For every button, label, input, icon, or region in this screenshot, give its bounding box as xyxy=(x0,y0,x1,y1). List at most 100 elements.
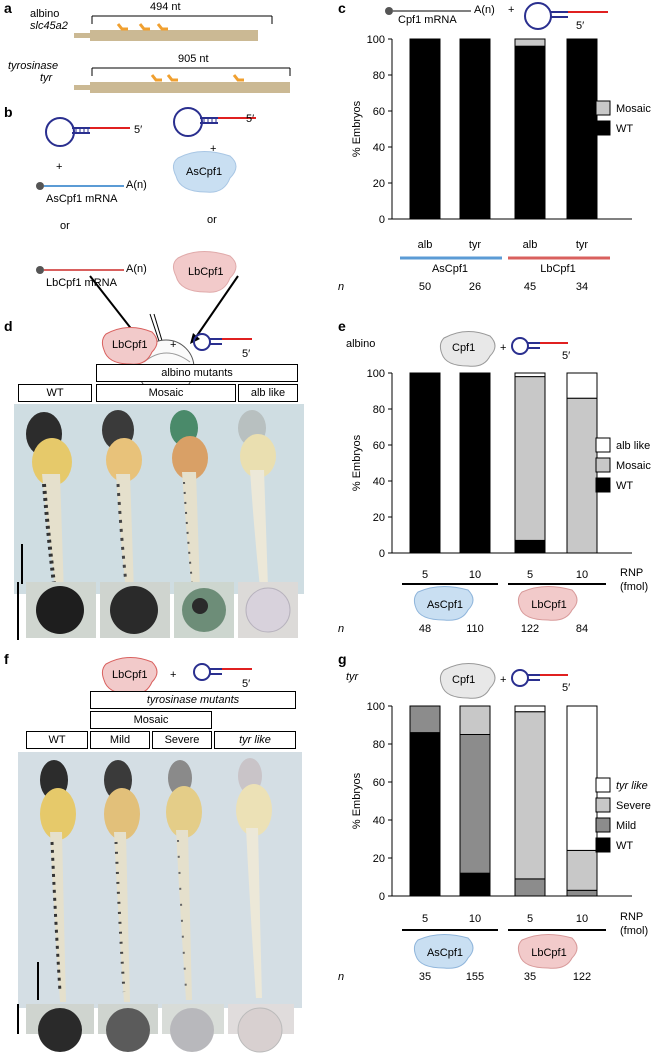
panel-c-5prime: 5′ xyxy=(576,20,585,32)
panel-b-label: b xyxy=(4,104,13,120)
as-group-label: AsCpf1 xyxy=(427,947,463,959)
as-mrna-label: AsCpf1 mRNA xyxy=(46,193,118,205)
or-right: or xyxy=(207,214,217,226)
bar-mosaic xyxy=(514,38,546,47)
legend-label: Mosaic xyxy=(616,460,651,472)
gene1-target-3 xyxy=(156,23,168,31)
panel-c-chart: 0 20 40 60 80 100 % Embryos Mosaic WT alb tyr alb ty… xyxy=(338,34,651,293)
gene2-target-2 xyxy=(166,74,178,82)
legend-swatch xyxy=(595,777,611,793)
y-tick-label: 100 xyxy=(367,368,385,380)
larva-tyr-severe xyxy=(166,760,202,1000)
larva-wt xyxy=(26,412,72,594)
y-axis-label: % Embryos xyxy=(351,434,363,491)
lb-protein-blob xyxy=(172,251,237,293)
panel-c-mrna-label: Cpf1 mRNA xyxy=(398,14,457,26)
n-value: 110 xyxy=(466,623,484,635)
x-category-label: tyr xyxy=(469,239,482,251)
gene1-target-1 xyxy=(116,23,128,31)
legend-label: WT xyxy=(616,480,633,492)
y-tick-label: 20 xyxy=(373,512,385,524)
or-left: or xyxy=(60,220,70,232)
legend-swatch xyxy=(595,120,611,136)
bar-tyr-like xyxy=(566,705,598,851)
gene1-name: albino xyxy=(30,8,60,20)
panel-d-reagents xyxy=(101,327,252,365)
larva-tyr-wt xyxy=(40,760,76,1002)
legend-label: WT xyxy=(616,840,633,852)
y-tick-label: 60 xyxy=(373,106,385,118)
bar-tyr-like xyxy=(514,705,546,713)
n-value: 45 xyxy=(524,281,536,293)
panel-e-reagents xyxy=(439,331,568,367)
x-category-label: alb xyxy=(418,239,433,251)
panel-e-protein: Cpf1 xyxy=(452,342,476,354)
panel-g-label: g xyxy=(338,651,347,667)
y-tick-label: 60 xyxy=(373,777,385,789)
gene2-exon xyxy=(90,82,290,93)
legend-swatch xyxy=(595,817,611,833)
y-tick-label: 80 xyxy=(373,404,385,416)
panel-c-mrna-icon xyxy=(385,7,471,15)
panel-d-col-wt: WT xyxy=(18,384,92,402)
x-category-label: 5 xyxy=(422,569,428,581)
bar-wt xyxy=(514,539,546,554)
x-category-label: 10 xyxy=(469,569,481,581)
bar-severe xyxy=(459,705,491,735)
n-value: 122 xyxy=(521,623,539,635)
bar-mild xyxy=(566,889,598,897)
n-label: n xyxy=(338,281,344,293)
polyA-as: A(n) xyxy=(126,179,147,191)
legend-label: tyr like xyxy=(616,780,648,792)
panel-f-header: tyrosinase mutants xyxy=(90,691,296,709)
cap-as xyxy=(36,182,44,190)
y-tick-label: 0 xyxy=(379,891,385,903)
cap-lb xyxy=(36,266,44,274)
panel-d-label: d xyxy=(4,318,13,334)
larva-tyr-mild xyxy=(104,760,140,1002)
as-protein-blob xyxy=(172,151,237,193)
x-category-label: 10 xyxy=(576,913,588,925)
gene1-utr xyxy=(74,33,90,38)
albino-eye-photos xyxy=(17,582,298,640)
bar-wt xyxy=(459,372,491,554)
y-axis-label: % Embryos xyxy=(351,100,363,157)
legend-swatch xyxy=(595,797,611,813)
bar-severe xyxy=(514,711,546,880)
panel-d-plus: + xyxy=(170,339,177,351)
panel-c-label: c xyxy=(338,0,346,16)
panel-f-5prime: 5′ xyxy=(242,678,251,690)
y-tick-label: 60 xyxy=(373,440,385,452)
guide-5prime-left: 5′ xyxy=(134,124,143,136)
gene1-length: 494 nt xyxy=(150,1,181,13)
n-label: n xyxy=(338,971,344,983)
legend-label: Mild xyxy=(616,820,636,832)
rnp-unit: (fmol) xyxy=(620,581,648,593)
y-tick-label: 40 xyxy=(373,142,385,154)
panel-g-plus: + xyxy=(500,674,507,686)
bar-severe xyxy=(566,849,598,891)
guide-rna-right xyxy=(173,107,256,137)
gene2-utr xyxy=(74,85,90,90)
bar-alb-like xyxy=(566,372,598,399)
as-group-label: AsCpf1 xyxy=(427,599,463,611)
gene1-exon xyxy=(90,30,258,41)
tyrosinase-larvae-photo xyxy=(18,752,302,1008)
needle xyxy=(149,313,161,345)
y-tick-label: 40 xyxy=(373,815,385,827)
panel-d-col-alblike: alb like xyxy=(238,384,298,402)
x-category-label: 5 xyxy=(527,569,533,581)
guide-rna-left xyxy=(45,117,130,147)
arrow-right xyxy=(193,275,239,341)
panel-c-polyA: A(n) xyxy=(474,4,495,16)
bar-wt xyxy=(409,732,441,897)
guide-5prime-right: 5′ xyxy=(246,113,255,125)
panel-f-label: f xyxy=(4,651,9,667)
gene1-symbol: slc45a2 xyxy=(30,20,68,32)
n-value: 34 xyxy=(576,281,588,293)
gene2-length: 905 nt xyxy=(178,53,209,65)
larva-mosaic-1 xyxy=(102,410,142,592)
legend-label: WT xyxy=(616,123,633,135)
n-value: 35 xyxy=(524,971,536,983)
polyA-lb: A(n) xyxy=(126,263,147,275)
